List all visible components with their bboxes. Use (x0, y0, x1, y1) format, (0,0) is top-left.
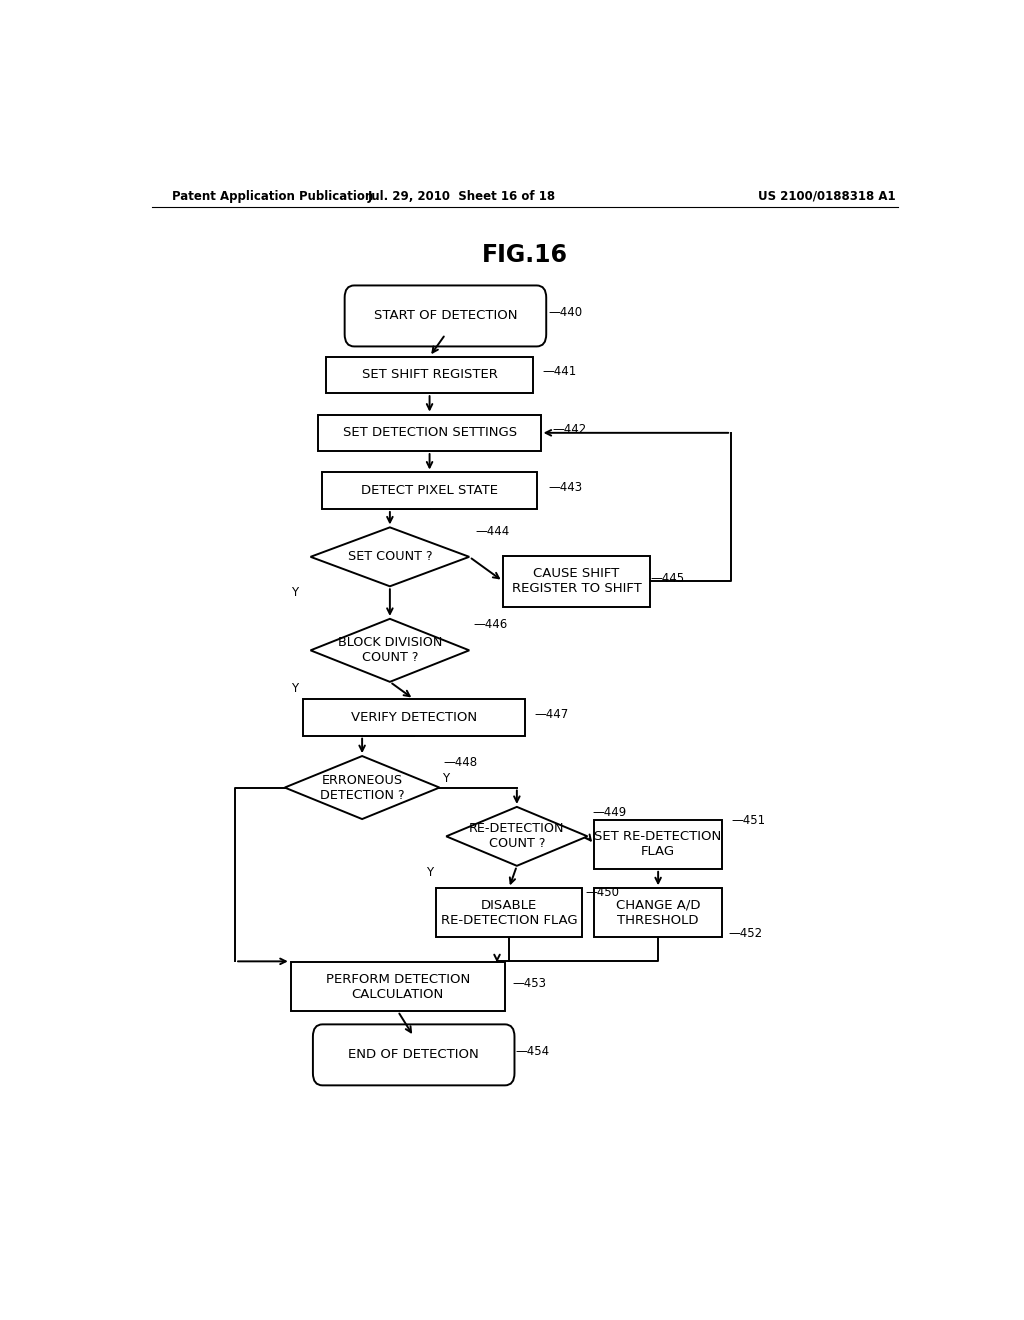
Text: BLOCK DIVISION
COUNT ?: BLOCK DIVISION COUNT ? (338, 636, 442, 664)
Bar (291, 962, 505, 1011)
Bar (303, 700, 524, 735)
Text: VERIFY DETECTION: VERIFY DETECTION (350, 711, 477, 723)
FancyBboxPatch shape (345, 285, 546, 346)
Bar (594, 820, 722, 869)
Text: —445: —445 (650, 572, 684, 585)
Text: SET COUNT ?: SET COUNT ? (347, 550, 432, 564)
FancyBboxPatch shape (313, 1024, 514, 1085)
Text: —441: —441 (543, 366, 577, 379)
Text: —451: —451 (731, 813, 765, 826)
Text: —453: —453 (512, 977, 546, 990)
Text: —447: —447 (535, 708, 568, 721)
Bar (318, 414, 541, 451)
Polygon shape (310, 619, 469, 682)
Text: ERRONEOUS
DETECTION ?: ERRONEOUS DETECTION ? (319, 774, 404, 801)
Text: —442: —442 (553, 424, 587, 437)
Text: —450: —450 (586, 886, 620, 899)
Text: —454: —454 (515, 1045, 550, 1059)
Bar (323, 473, 537, 510)
Text: SET RE-DETECTION
FLAG: SET RE-DETECTION FLAG (595, 830, 722, 858)
Polygon shape (310, 528, 469, 586)
Text: —446: —446 (473, 619, 508, 631)
Text: SET SHIFT REGISTER: SET SHIFT REGISTER (361, 368, 498, 381)
Polygon shape (285, 756, 439, 818)
Text: US 2100/0188318 A1: US 2100/0188318 A1 (758, 190, 895, 202)
Polygon shape (446, 807, 588, 866)
Text: CHANGE A/D
THRESHOLD: CHANGE A/D THRESHOLD (615, 899, 700, 927)
Text: Jul. 29, 2010  Sheet 16 of 18: Jul. 29, 2010 Sheet 16 of 18 (368, 190, 555, 202)
Text: —440: —440 (549, 306, 583, 319)
Text: Y: Y (426, 866, 433, 879)
Text: —452: —452 (729, 928, 763, 940)
Text: —448: —448 (443, 755, 478, 768)
Bar (594, 888, 722, 937)
Text: —449: —449 (592, 807, 627, 820)
Text: Patent Application Publication: Patent Application Publication (172, 190, 373, 202)
Text: Y: Y (291, 586, 298, 599)
Text: START OF DETECTION: START OF DETECTION (374, 309, 517, 322)
Text: END OF DETECTION: END OF DETECTION (348, 1048, 479, 1061)
Text: —444: —444 (475, 525, 510, 539)
Bar (327, 356, 532, 393)
Bar (503, 556, 650, 607)
Text: DISABLE
RE-DETECTION FLAG: DISABLE RE-DETECTION FLAG (440, 899, 578, 927)
Text: SET DETECTION SETTINGS: SET DETECTION SETTINGS (342, 426, 517, 440)
Bar (435, 888, 583, 937)
Text: CAUSE SHIFT
REGISTER TO SHIFT: CAUSE SHIFT REGISTER TO SHIFT (512, 568, 641, 595)
Text: FIG.16: FIG.16 (482, 243, 567, 267)
Text: RE-DETECTION
COUNT ?: RE-DETECTION COUNT ? (469, 822, 564, 850)
Text: —443: —443 (549, 482, 583, 494)
Text: PERFORM DETECTION
CALCULATION: PERFORM DETECTION CALCULATION (326, 973, 470, 1001)
Text: Y: Y (442, 772, 449, 785)
Text: Y: Y (291, 682, 298, 696)
Text: DETECT PIXEL STATE: DETECT PIXEL STATE (361, 484, 498, 498)
